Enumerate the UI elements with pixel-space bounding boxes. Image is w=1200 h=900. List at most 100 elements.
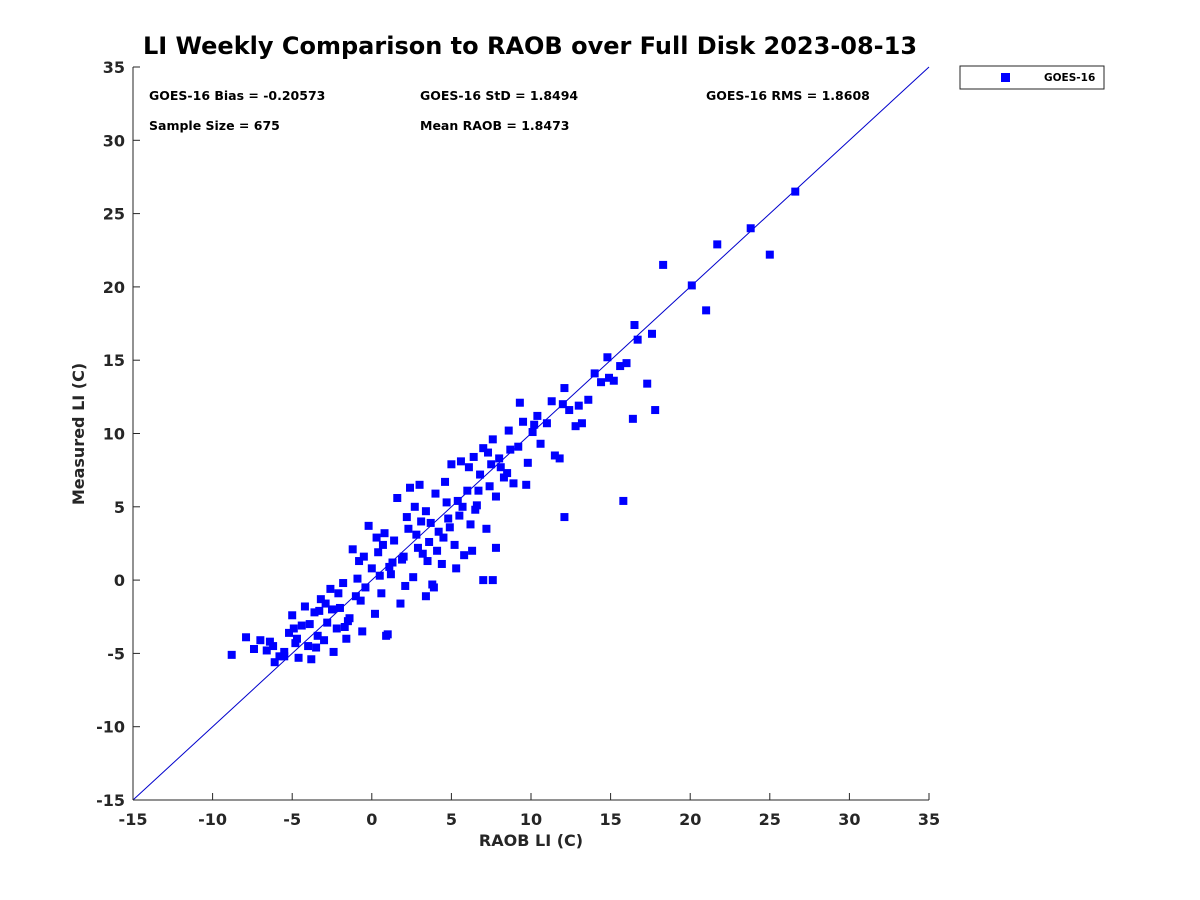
y-tick-label: 5: [114, 498, 125, 517]
data-point: [622, 359, 631, 368]
y-axis-label: Measured LI (C): [69, 363, 88, 505]
data-point: [377, 589, 386, 598]
data-point: [300, 602, 309, 611]
data-point: [294, 653, 303, 662]
legend-label-goes16: GOES-16: [1044, 72, 1095, 84]
data-point: [329, 647, 338, 656]
data-point: [491, 492, 500, 501]
data-point: [434, 527, 443, 536]
data-point: [370, 609, 379, 618]
data-point: [423, 557, 432, 566]
data-point: [488, 435, 497, 444]
data-point: [323, 618, 332, 627]
data-point: [452, 564, 461, 573]
data-point: [339, 579, 348, 588]
data-point: [386, 570, 395, 579]
data-point: [343, 617, 352, 626]
data-point: [305, 620, 314, 629]
data-point: [605, 373, 614, 382]
data-point: [603, 353, 612, 362]
data-point: [479, 444, 488, 453]
data-point: [560, 384, 569, 393]
data-point: [353, 574, 362, 583]
data-point: [269, 642, 278, 651]
data-point: [385, 562, 394, 571]
data-point: [453, 496, 462, 505]
x-tick-label: 30: [838, 810, 860, 829]
data-point: [396, 599, 405, 608]
data-point: [340, 623, 349, 632]
data-point: [571, 422, 580, 431]
data-point: [496, 463, 505, 472]
data-point: [445, 523, 454, 532]
data-point: [597, 378, 606, 387]
data-point: [348, 545, 357, 554]
data-point: [713, 240, 722, 249]
data-point: [547, 397, 556, 406]
data-point: [378, 540, 387, 549]
x-tick-label: 10: [520, 810, 542, 829]
data-point: [633, 335, 642, 344]
data-point: [280, 652, 289, 661]
data-point: [536, 439, 545, 448]
data-point: [425, 537, 434, 546]
data-point: [431, 489, 440, 498]
data-point: [791, 187, 800, 196]
data-point: [382, 631, 391, 640]
data-point: [651, 406, 660, 415]
data-point: [458, 502, 467, 511]
data-point: [390, 536, 399, 545]
data-point: [334, 589, 343, 598]
data-point: [463, 486, 472, 495]
x-axis-ticks: -15 -10 -5 0 5 10 15 20 25 30 35: [119, 793, 940, 829]
data-point: [444, 514, 453, 523]
data-point: [413, 543, 422, 552]
data-point: [393, 494, 402, 503]
x-tick-label: 35: [918, 810, 940, 829]
data-point: [542, 419, 551, 428]
data-point: [342, 634, 351, 643]
x-tick-label: 0: [366, 810, 377, 829]
data-point: [565, 406, 574, 415]
data-point: [297, 621, 306, 630]
data-point: [460, 551, 469, 560]
legend: GOES-16: [959, 65, 1105, 90]
y-tick-label: 0: [114, 571, 125, 590]
x-tick-label: -5: [283, 810, 301, 829]
y-tick-label: 10: [103, 425, 125, 444]
stat-sample-size: Sample Size = 675: [149, 118, 280, 133]
y-tick-label: -5: [107, 644, 125, 663]
data-point: [332, 624, 341, 633]
data-point: [292, 634, 301, 643]
data-point: [482, 524, 491, 533]
data-point: [285, 628, 294, 637]
data-point: [442, 498, 451, 507]
data-point: [471, 505, 480, 514]
data-point: [289, 624, 298, 633]
data-point: [358, 627, 367, 636]
data-point: [321, 599, 330, 608]
data-point: [242, 633, 251, 642]
data-point: [270, 658, 279, 667]
data-point: [628, 414, 637, 423]
data-point: [398, 555, 407, 564]
data-point: [421, 507, 430, 516]
data-point: [410, 502, 419, 511]
data-point: [464, 463, 473, 472]
y-tick-label: 20: [103, 278, 125, 297]
y-tick-label: -15: [96, 791, 125, 810]
data-point: [499, 473, 508, 482]
data-point: [506, 445, 515, 454]
data-point: [249, 645, 258, 654]
data-point: [528, 428, 537, 437]
data-point: [479, 576, 488, 585]
x-tick-label: 5: [446, 810, 457, 829]
data-point: [530, 420, 539, 429]
data-point: [584, 395, 593, 404]
data-point: [455, 511, 464, 520]
data-point: [468, 546, 477, 555]
data-point: [484, 448, 493, 457]
data-point: [361, 583, 370, 592]
data-point: [304, 642, 313, 651]
data-point: [351, 592, 360, 601]
